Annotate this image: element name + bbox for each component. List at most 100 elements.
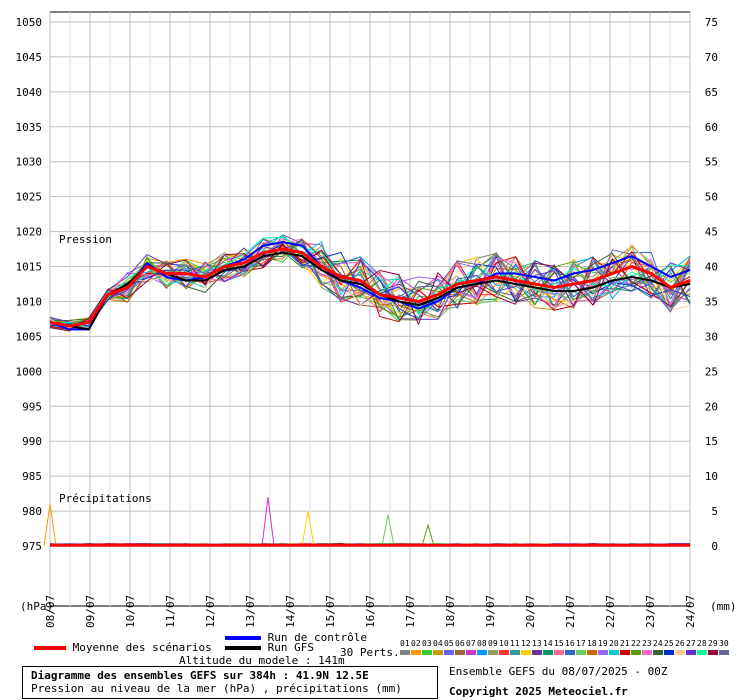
left-tick-label: 1015 (16, 261, 43, 274)
pert-number: 26 (675, 639, 685, 648)
pert-number: 07 (466, 639, 476, 648)
left-tick-label: 1000 (16, 365, 43, 378)
right-tick-label: 40 (705, 261, 718, 274)
x-tick-label: 15/07 (324, 595, 337, 628)
perturbation-line (49, 239, 691, 329)
pert-swatch (499, 650, 509, 655)
pert-number: 17 (576, 639, 586, 648)
perturbation-line (49, 236, 691, 328)
precip-spike (381, 514, 395, 547)
pert-swatch (433, 650, 443, 655)
x-tick-label: 10/07 (124, 595, 137, 628)
precip-section-label: Précipitations (59, 492, 152, 505)
right-unit-label: (mm) (710, 600, 737, 613)
copyright: Copyright 2025 Meteociel.fr (449, 685, 628, 698)
pert-swatch (719, 650, 729, 655)
pert-number: 23 (642, 639, 652, 648)
pert-number: 19 (598, 639, 608, 648)
pert-swatch (444, 650, 454, 655)
left-tick-label: 1020 (16, 226, 43, 239)
pert-swatch (411, 650, 421, 655)
pert-number: 04 (433, 639, 443, 648)
right-tick-label: 15 (705, 435, 718, 448)
mean-line (49, 247, 691, 328)
x-tick-label: 19/07 (484, 595, 497, 628)
pert-number: 21 (620, 639, 630, 648)
x-tick-label: 09/07 (84, 595, 97, 628)
pert-number: 03 (422, 639, 432, 648)
title-box: Diagramme des ensembles GEFS sur 384h : … (22, 666, 438, 699)
pert-swatch (642, 650, 652, 655)
left-tick-label: 1010 (16, 295, 43, 308)
pert-number: 29 (708, 639, 718, 648)
x-tick-label: 21/07 (564, 595, 577, 628)
pert-number: 16 (565, 639, 575, 648)
x-tick-label: 08/07 (44, 595, 57, 628)
ensemble-info: Ensemble GEFS du 08/07/2025 - 00Z (449, 665, 668, 678)
pert-swatch (532, 650, 542, 655)
x-tick-label: 13/07 (244, 595, 257, 628)
left-tick-label: 1050 (16, 16, 43, 29)
perts-legend-label: 30 Perts. (340, 646, 400, 659)
left-tick-label: 1005 (16, 330, 43, 343)
right-tick-label: 75 (705, 16, 718, 29)
x-tick-label: 11/07 (164, 595, 177, 628)
left-tick-label: 1035 (16, 121, 43, 134)
pert-swatch (466, 650, 476, 655)
pert-swatch (609, 650, 619, 655)
pert-number: 01 (400, 639, 410, 648)
pert-swatch (510, 650, 520, 655)
mean-legend-label: Moyenne des scénarios (72, 641, 212, 654)
left-tick-label: 995 (22, 400, 42, 413)
pert-swatch (664, 650, 674, 655)
pressure-section-label: Pression (59, 233, 112, 246)
pert-swatch (620, 650, 630, 655)
pert-number: 22 (631, 639, 641, 648)
pert-swatch (653, 650, 663, 655)
pert-number: 25 (664, 639, 674, 648)
pert-number: 13 (532, 639, 542, 648)
pert-number: 10 (499, 639, 509, 648)
mean-legend: Moyenne des scénarios (34, 641, 212, 654)
x-tick-label: 17/07 (404, 595, 417, 628)
chart-subtitle: Pression au niveau de la mer (hPa) , pré… (31, 682, 402, 695)
perturbation-line (49, 243, 691, 332)
pert-swatch (400, 650, 410, 655)
pert-swatch (488, 650, 498, 655)
right-tick-label: 0 (711, 540, 718, 553)
left-tick-label: 985 (22, 470, 42, 483)
right-tick-label: 20 (705, 400, 718, 413)
left-tick-label: 975 (22, 540, 42, 553)
gfs-legend-swatch (225, 646, 261, 650)
control-legend-swatch (225, 636, 261, 640)
pert-number: 28 (697, 639, 707, 648)
gfs-legend-label: Run GFS (267, 641, 314, 654)
control-legend-label: Run de contrôle (267, 631, 367, 644)
left-tick-label: 1025 (16, 191, 43, 204)
pert-number: 11 (510, 639, 520, 648)
gfs-legend: Run GFS (225, 641, 314, 654)
precip-spike (261, 497, 275, 547)
x-tick-label: 14/07 (284, 595, 297, 628)
left-tick-label: 990 (22, 435, 42, 448)
altitude-label: Altitude du modele : 141m (179, 654, 345, 667)
pert-swatch (631, 650, 641, 655)
pert-swatch (686, 650, 696, 655)
pert-swatch (521, 650, 531, 655)
pert-swatch (543, 650, 553, 655)
left-tick-label: 1045 (16, 51, 43, 64)
pert-number: 20 (609, 639, 619, 648)
pert-number: 02 (411, 639, 421, 648)
right-tick-label: 60 (705, 121, 718, 134)
pert-swatch (708, 650, 718, 655)
precip-spike (301, 510, 315, 547)
pert-swatch (587, 650, 597, 655)
right-tick-label: 45 (705, 226, 718, 239)
pert-number: 09 (488, 639, 498, 648)
right-tick-label: 10 (705, 470, 718, 483)
pert-number: 27 (686, 639, 696, 648)
x-tick-label: 22/07 (604, 595, 617, 628)
pert-number: 18 (587, 639, 597, 648)
right-tick-label: 35 (705, 295, 718, 308)
